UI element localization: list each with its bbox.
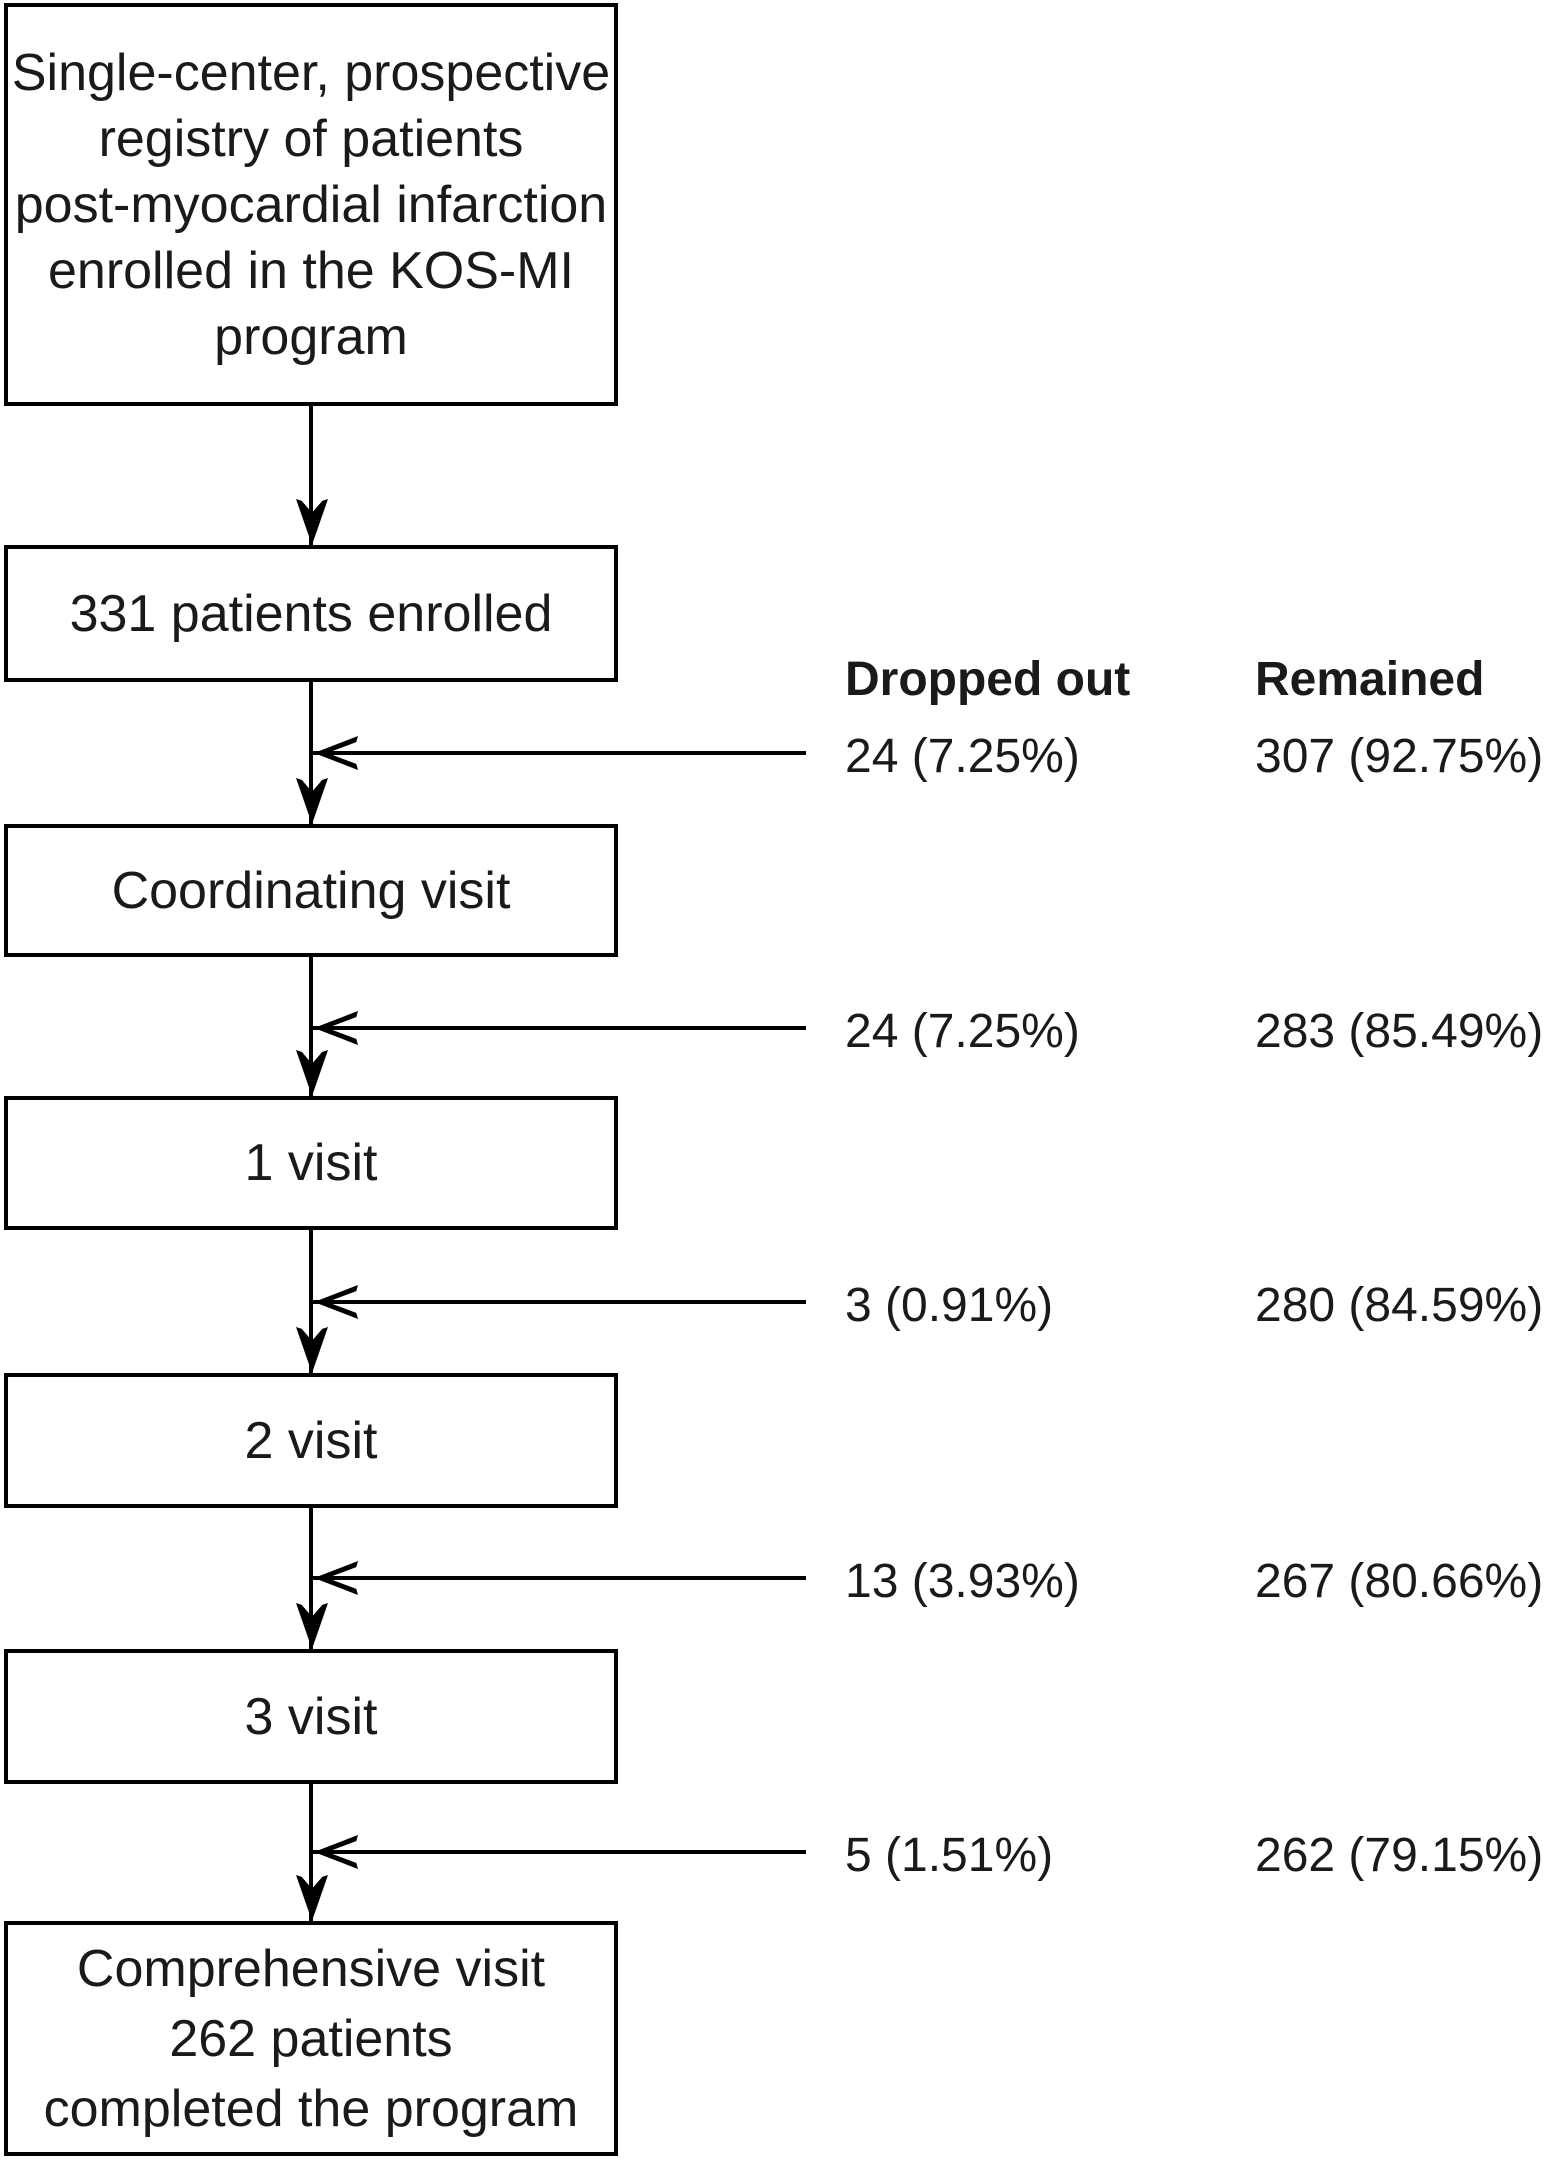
connector-line <box>309 1784 313 1921</box>
flow-box-comprehensive-line: 262 patients <box>169 2009 453 2068</box>
column-header-dropped-out: Dropped out <box>845 653 1131 706</box>
connector-line <box>309 1508 313 1649</box>
flow-box-comprehensive-visit: Comprehensive visit 262 patients complet… <box>4 1921 618 2156</box>
flow-box-enrolled-label: 331 patients enrolled <box>69 584 553 643</box>
flow-box-registry-line: post-myocardial infarction <box>14 175 608 234</box>
dropped-value: 3 (0.91%) <box>845 1279 1054 1332</box>
flow-box-registry-line: enrolled in the KOS-MI <box>47 241 575 300</box>
flow-box-visit-2: 2 visit <box>4 1373 618 1508</box>
dropout-line <box>313 1300 806 1304</box>
dropped-value: 24 (7.25%) <box>845 730 1080 783</box>
flow-box-registry-line: Single-center, prospective <box>11 43 611 102</box>
flow-box-registry-line: program <box>214 307 408 366</box>
dropout-line <box>313 1850 806 1854</box>
remained-value: 267 (80.66%) <box>1255 1555 1544 1608</box>
flow-box-comprehensive-line: completed the program <box>43 2079 579 2138</box>
attrition-row: 3 (0.91%) 280 (84.59%) <box>845 1280 1560 1332</box>
remained-value: 280 (84.59%) <box>1255 1279 1544 1332</box>
connector-line <box>309 957 313 1096</box>
flow-box-visit-1-label: 1 visit <box>244 1134 378 1192</box>
attrition-row: 13 (3.93%) 267 (80.66%) <box>845 1556 1560 1608</box>
connector-line <box>309 1230 313 1373</box>
attrition-row: 24 (7.25%) 307 (92.75%) <box>845 731 1560 783</box>
dropped-value: 13 (3.93%) <box>845 1555 1080 1608</box>
flow-box-visit-1: 1 visit <box>4 1096 618 1230</box>
connector-line <box>309 682 313 824</box>
flow-box-visit-3-label: 3 visit <box>244 1687 378 1746</box>
attrition-row: 24 (7.25%) 283 (85.49%) <box>845 1006 1560 1058</box>
remained-value: 262 (79.15%) <box>1255 1829 1544 1882</box>
flow-box-visit-3: 3 visit <box>4 1649 618 1784</box>
attrition-table-header: Dropped out Remained <box>845 654 1560 706</box>
connector-line <box>309 406 313 545</box>
flow-box-coordinating-visit: Coordinating visit <box>4 824 618 957</box>
dropped-value: 5 (1.51%) <box>845 1829 1054 1882</box>
flow-box-comprehensive-line: Comprehensive visit <box>76 1939 546 1998</box>
attrition-row: 5 (1.51%) 262 (79.15%) <box>845 1830 1560 1882</box>
dropout-line <box>313 1026 806 1030</box>
flow-box-coordinating-visit-label: Coordinating visit <box>111 861 511 920</box>
dropped-value: 24 (7.25%) <box>845 1005 1080 1058</box>
dropout-line <box>313 751 806 755</box>
flow-box-enrolled: 331 patients enrolled <box>4 545 618 682</box>
dropout-line <box>313 1576 806 1580</box>
remained-value: 307 (92.75%) <box>1255 730 1544 783</box>
flow-box-registry: Single-center, prospective registry of p… <box>4 3 618 406</box>
flow-box-registry-line: registry of patients <box>98 109 524 168</box>
column-header-remained: Remained <box>1255 653 1485 706</box>
remained-value: 283 (85.49%) <box>1255 1005 1544 1058</box>
flow-box-visit-2-label: 2 visit <box>244 1411 378 1470</box>
